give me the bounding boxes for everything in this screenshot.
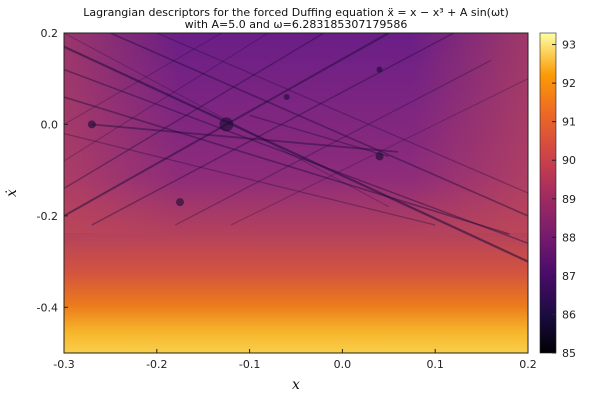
- hyperbolic-point: [176, 198, 184, 207]
- colorbar-tick-label: 93: [562, 39, 576, 52]
- colorbar-tick-label: 90: [562, 154, 576, 167]
- manifold-streak: [64, 96, 510, 235]
- manifold-streak: [64, 33, 269, 162]
- chart-subtitle: with A=5.0 and ω=6.283185307179586: [185, 18, 408, 31]
- manifold-streak: [64, 45, 528, 263]
- hyperbolic-point: [283, 94, 290, 100]
- hyperbolic-point: [375, 152, 384, 161]
- hyperbolic-point: [87, 120, 96, 129]
- x-tick-label: -0.1: [239, 358, 260, 371]
- y-tick-label: 0.0: [41, 118, 59, 131]
- manifold-streak: [64, 33, 223, 125]
- manifold-streak: [64, 33, 325, 190]
- x-tick-label: 0.2: [519, 358, 537, 371]
- plot-frame: [63, 32, 529, 354]
- x-axis: -0.3 -0.2 -0.1 0.0 0.1 0.2: [53, 349, 537, 371]
- manifold-streak: [91, 33, 455, 226]
- colorbar-tick-label: 85: [562, 347, 576, 360]
- manifold-streak: [156, 33, 528, 194]
- hyperbolic-point: [376, 66, 383, 73]
- colorbar-gradient: [540, 33, 556, 353]
- y-tick-label: -0.4: [37, 301, 58, 314]
- x-tick-label: -0.3: [53, 358, 74, 371]
- colorbar-tick-label: 88: [562, 231, 576, 244]
- x-tick-label: 0.1: [426, 358, 444, 371]
- manifold-streak: [110, 33, 528, 217]
- manifold-streak: [64, 132, 436, 226]
- colorbar-tick-label: 86: [562, 308, 576, 321]
- manifold-streak: [230, 78, 528, 226]
- manifold-streak: [91, 123, 399, 153]
- y-tick-label: 0.2: [41, 27, 59, 40]
- manifold-streaks: [64, 33, 528, 263]
- manifold-streak: [175, 59, 492, 226]
- chart-title: Lagrangian descriptors for the forced Du…: [83, 6, 509, 19]
- x-tick-label: -0.2: [146, 358, 167, 371]
- heatmap-area: [64, 33, 528, 353]
- x-tick-label: 0.0: [334, 358, 352, 371]
- x-axis-label: x: [292, 377, 300, 393]
- colorbar: 85 86 87 88 89 90 91 92 93: [539, 32, 576, 360]
- y-axis-label: ẋ: [4, 189, 20, 197]
- colorbar-tick-label: 91: [562, 116, 576, 129]
- manifold-streak: [249, 114, 389, 158]
- heatmap-side-shading: [64, 33, 528, 233]
- colorbar-tick-label: 92: [562, 77, 576, 90]
- y-tick-label: -0.2: [37, 210, 58, 223]
- hyperbolic-point: [219, 117, 234, 132]
- colorbar-tick-label: 89: [562, 193, 576, 206]
- y-axis: 0.2 0.0 -0.2 -0.4: [37, 27, 68, 314]
- colorbar-frame: [539, 32, 557, 354]
- colorbar-ticks: 85 86 87 88 89 90 91 92 93: [552, 39, 576, 360]
- manifold-streak: [64, 68, 528, 244]
- colorbar-tick-label: 87: [562, 270, 576, 283]
